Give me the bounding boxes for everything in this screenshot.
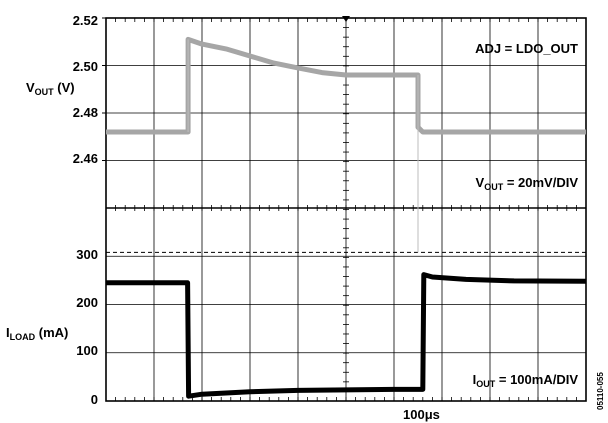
vout-axis-label: VOUT (V) bbox=[26, 80, 75, 97]
iload-tick-labels: 300 200 100 0 bbox=[76, 247, 98, 407]
trace-line bbox=[106, 36, 586, 135]
vout-tick-label: 2.50 bbox=[73, 59, 98, 74]
figure-id: 05110-055 bbox=[596, 372, 605, 410]
iload-tick-label: 100 bbox=[76, 343, 98, 358]
plot-frame bbox=[105, 17, 587, 402]
iload-tick-label: 300 bbox=[76, 247, 98, 262]
vout-scale-annotation: VOUT = 20mV/DIV bbox=[476, 175, 579, 192]
iload-tick-label: 0 bbox=[91, 392, 98, 407]
config-annotation: ADJ = LDO_OUT bbox=[475, 41, 578, 56]
trace-line bbox=[106, 272, 587, 399]
iload-tick-label: 200 bbox=[76, 295, 98, 310]
vout-tick-label: 2.52 bbox=[73, 13, 98, 28]
trigger-marker bbox=[342, 16, 350, 22]
vout-tick-labels: 2.52 2.50 2.48 2.46 bbox=[73, 13, 98, 166]
iload-axis-label: ILOAD (mA) bbox=[6, 325, 68, 342]
trace-layer bbox=[106, 36, 587, 399]
vout-tick-label: 2.46 bbox=[73, 151, 98, 166]
time-base-label: 100μs bbox=[403, 407, 440, 422]
iout-scale-annotation: IOUT = 100mA/DIV bbox=[473, 372, 579, 389]
vout-tick-label: 2.48 bbox=[73, 105, 98, 120]
